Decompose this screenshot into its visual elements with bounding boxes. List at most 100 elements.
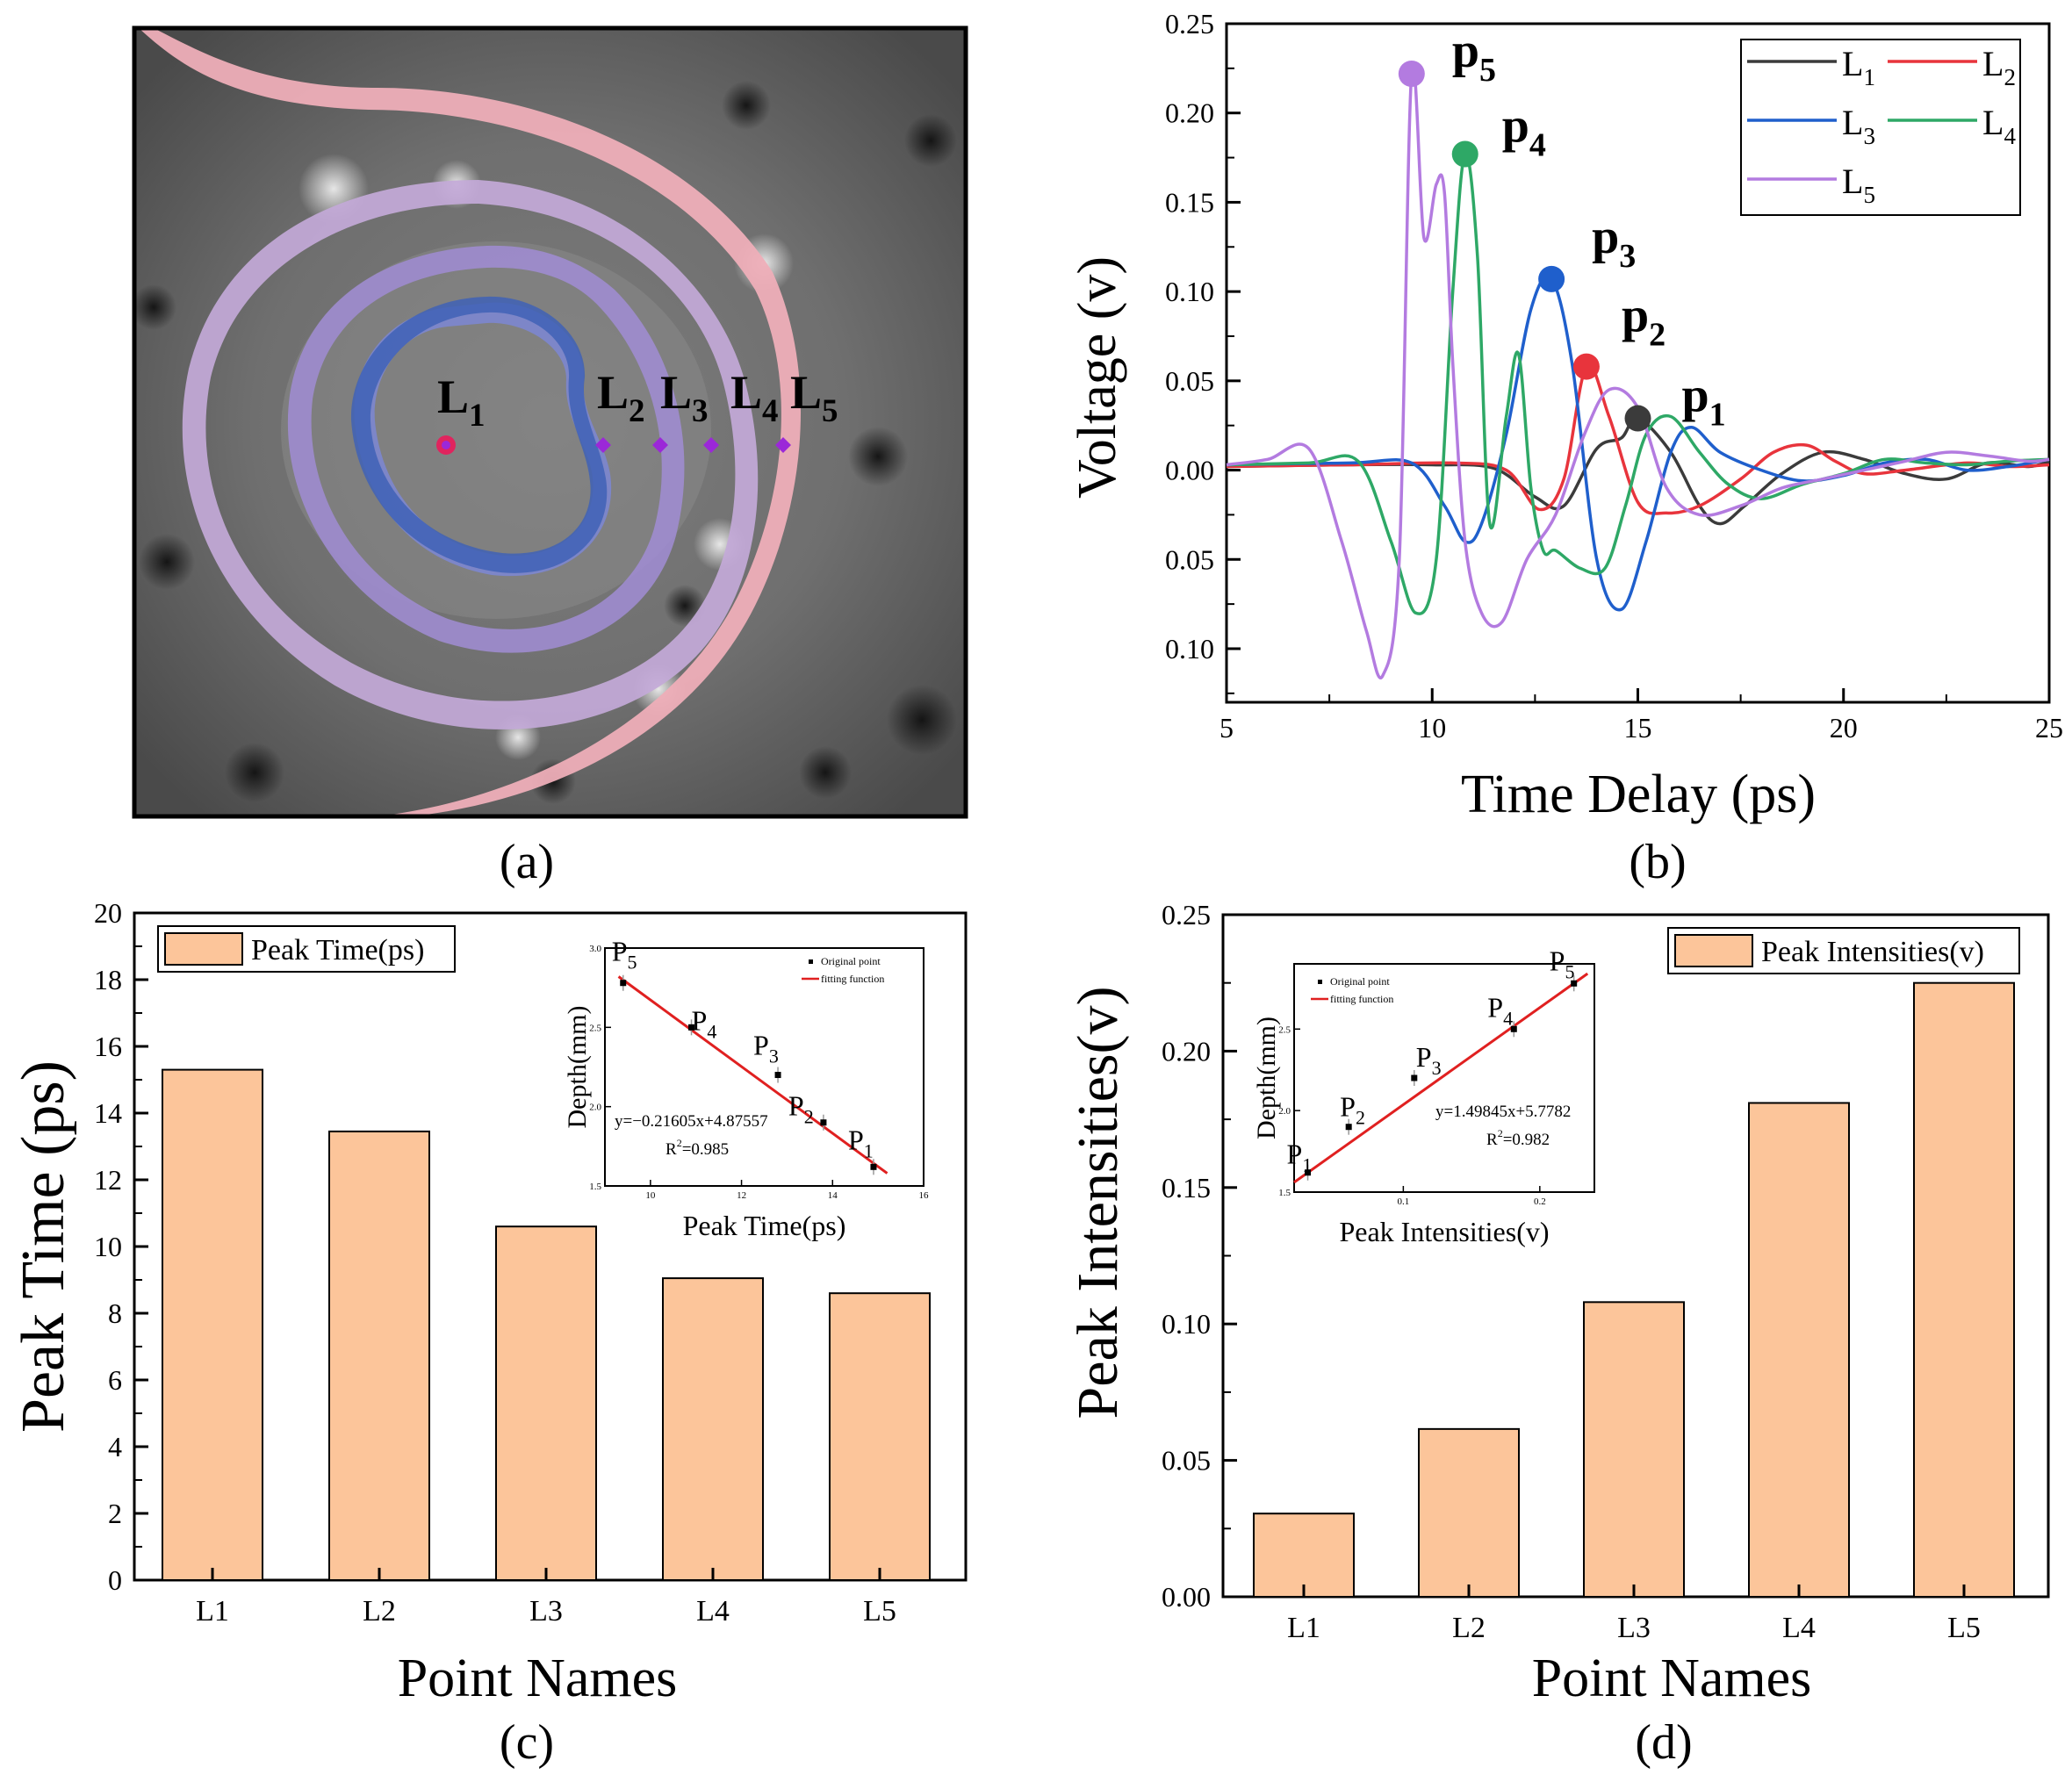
b-xtick-label: 10 <box>1418 712 1446 744</box>
caption-c: (c) <box>500 1715 554 1770</box>
c-xtick-label-L4: L4 <box>696 1595 730 1628</box>
c-inset-ylabel: Depth(mm) <box>563 1006 592 1129</box>
label-L3: L3 <box>660 366 709 429</box>
c-ytick-label: 4 <box>108 1431 122 1462</box>
c-inset-legend-dot <box>809 959 813 964</box>
b-ylabel: Voltage (v) <box>1068 256 1127 499</box>
d-xlabel: Point Names <box>1532 1649 1812 1708</box>
c-ytick-label: 0 <box>108 1564 122 1596</box>
d-bar-L1 <box>1253 1513 1355 1599</box>
c-inset-xlabel: Peak Time(ps) <box>683 1210 846 1241</box>
b-ytick-label: 0.05 <box>1165 543 1214 575</box>
c-xlabel: Point Names <box>398 1649 678 1708</box>
caption-b: (b) <box>1629 835 1686 889</box>
label-L2: L2 <box>597 366 645 429</box>
c-bar-L5 <box>829 1292 931 1581</box>
c-inset-point-3 <box>774 1072 781 1079</box>
d-inset-point-2 <box>1345 1124 1352 1131</box>
label-L4: L4 <box>730 366 779 429</box>
b-legend-label-3: L3 <box>1842 103 1875 149</box>
d-ylabel: Peak Intensities(v) <box>1066 986 1130 1419</box>
d-ytick-label: 0.15 <box>1162 1172 1211 1204</box>
d-ytick-label: 0.20 <box>1162 1035 1211 1067</box>
c-bar-L4 <box>662 1277 764 1581</box>
b-peak-label-1: p1 <box>1682 369 1726 434</box>
c-inset-legend-fit: fitting function <box>821 973 884 985</box>
c-inset-ytick-label: 2.0 <box>589 1103 601 1113</box>
b-legend-label-2: L2 <box>1982 44 2016 90</box>
c-inset-ytick-label: 2.5 <box>589 1023 601 1033</box>
c-inset-point-1 <box>870 1163 877 1170</box>
d-inset-point-label-2: P2 <box>1340 1091 1365 1129</box>
d-inset-point-label-5: P5 <box>1550 945 1575 982</box>
contour-L2 <box>354 302 612 577</box>
d-inset-point-label-4: P4 <box>1487 991 1513 1029</box>
panel-b-line-chart: 5 10 15 20 25 0.25 0.20 0.15 0.10 0.05 0.00 0.05 0.1… <box>1068 8 2063 889</box>
c-inset-point-2 <box>820 1119 827 1126</box>
b-ytick-label: 0.10 <box>1165 276 1214 307</box>
caption-a: (a) <box>500 835 554 889</box>
label-L1: L1 <box>437 370 486 434</box>
c-ytick-label: 2 <box>108 1498 122 1529</box>
b-xtick-label: 15 <box>1624 712 1652 744</box>
d-legend-label: Peak Intensities(v) <box>1761 936 1984 968</box>
c-inset-point-4 <box>688 1024 695 1031</box>
c-ytick-label: 14 <box>94 1097 122 1129</box>
d-inset-fit-line <box>1293 972 1589 1184</box>
b-series-L5 <box>1226 62 2050 679</box>
d-inset-xlabel: Peak Intensities(v) <box>1339 1216 1549 1247</box>
c-inset-point-label-4: P4 <box>692 1004 717 1042</box>
d-ytick-label: 0.10 <box>1162 1308 1211 1340</box>
d-inset-ylabel: Depth(mm) <box>1252 1017 1281 1139</box>
b-peak-marker-4 <box>1451 140 1478 168</box>
b-legend-label-5: L5 <box>1842 162 1875 208</box>
d-inset-point-3 <box>1411 1074 1418 1081</box>
d-inset-r2: R2=0.982 <box>1486 1127 1550 1149</box>
d-inset-xtick-label: 0.1 <box>1397 1196 1409 1207</box>
c-inset-xtick-label: 14 <box>828 1190 838 1201</box>
d-ytick-label: 0.00 <box>1162 1581 1211 1613</box>
b-xtick-label: 20 <box>1830 712 1858 744</box>
d-bar-L5 <box>1913 981 2015 1598</box>
d-bar-L4 <box>1748 1102 1850 1598</box>
d-xtick-label-L1: L1 <box>1287 1612 1320 1644</box>
caption-d: (d) <box>1635 1715 1692 1770</box>
b-peak-label-4: p4 <box>1502 98 1546 163</box>
c-xtick-label-L3: L3 <box>529 1595 563 1628</box>
c-inset-xtick-label: 12 <box>737 1190 746 1201</box>
b-ytick-label: 0.10 <box>1165 633 1214 665</box>
c-ytick-label: 20 <box>94 897 122 929</box>
b-ytick-label: 0.00 <box>1165 455 1214 486</box>
c-ytick-label: 8 <box>108 1297 122 1329</box>
c-inset-point-label-3: P3 <box>753 1030 779 1067</box>
d-inset-equation: y=1.49845x+5.7782 <box>1435 1103 1571 1121</box>
b-ytick-label: 0.25 <box>1165 8 1214 40</box>
b-series-L3 <box>1226 275 2050 612</box>
c-bar-L3 <box>495 1225 597 1581</box>
d-xtick-label-L4: L4 <box>1782 1612 1816 1644</box>
c-ytick-label: 12 <box>94 1164 122 1196</box>
b-peak-marker-2 <box>1572 353 1600 380</box>
c-legend-swatch <box>164 932 243 966</box>
d-inset-legend-dot <box>1318 980 1322 984</box>
label-L5: L5 <box>790 366 838 429</box>
c-inset-xtick-label: 10 <box>645 1190 656 1201</box>
d-bar-L3 <box>1583 1301 1685 1599</box>
d-inset-legend-fit: fitting function <box>1330 993 1393 1005</box>
c-inset-legend-original: Original point <box>821 955 881 967</box>
b-peak-marker-1 <box>1624 405 1651 432</box>
point-L2 <box>595 437 611 453</box>
c-inset-xtick-label: 16 <box>919 1190 930 1201</box>
d-inset-ytick-label: 1.5 <box>1278 1188 1291 1198</box>
d-ytick-label: 0.25 <box>1162 899 1211 931</box>
d-inset-point-label-3: P3 <box>1416 1041 1442 1079</box>
d-inset-point-4 <box>1510 1025 1517 1032</box>
d-bar-L2 <box>1418 1427 1520 1599</box>
panel-a-image: L1 L2 L3 L4 L5 (a) <box>132 25 968 889</box>
d-inset-point-5 <box>1571 980 1578 987</box>
b-peak-label-3: p3 <box>1592 210 1636 275</box>
b-legend-box <box>1740 39 2021 216</box>
d-xtick-label-L2: L2 <box>1452 1612 1486 1644</box>
contour-L1 <box>350 296 608 573</box>
